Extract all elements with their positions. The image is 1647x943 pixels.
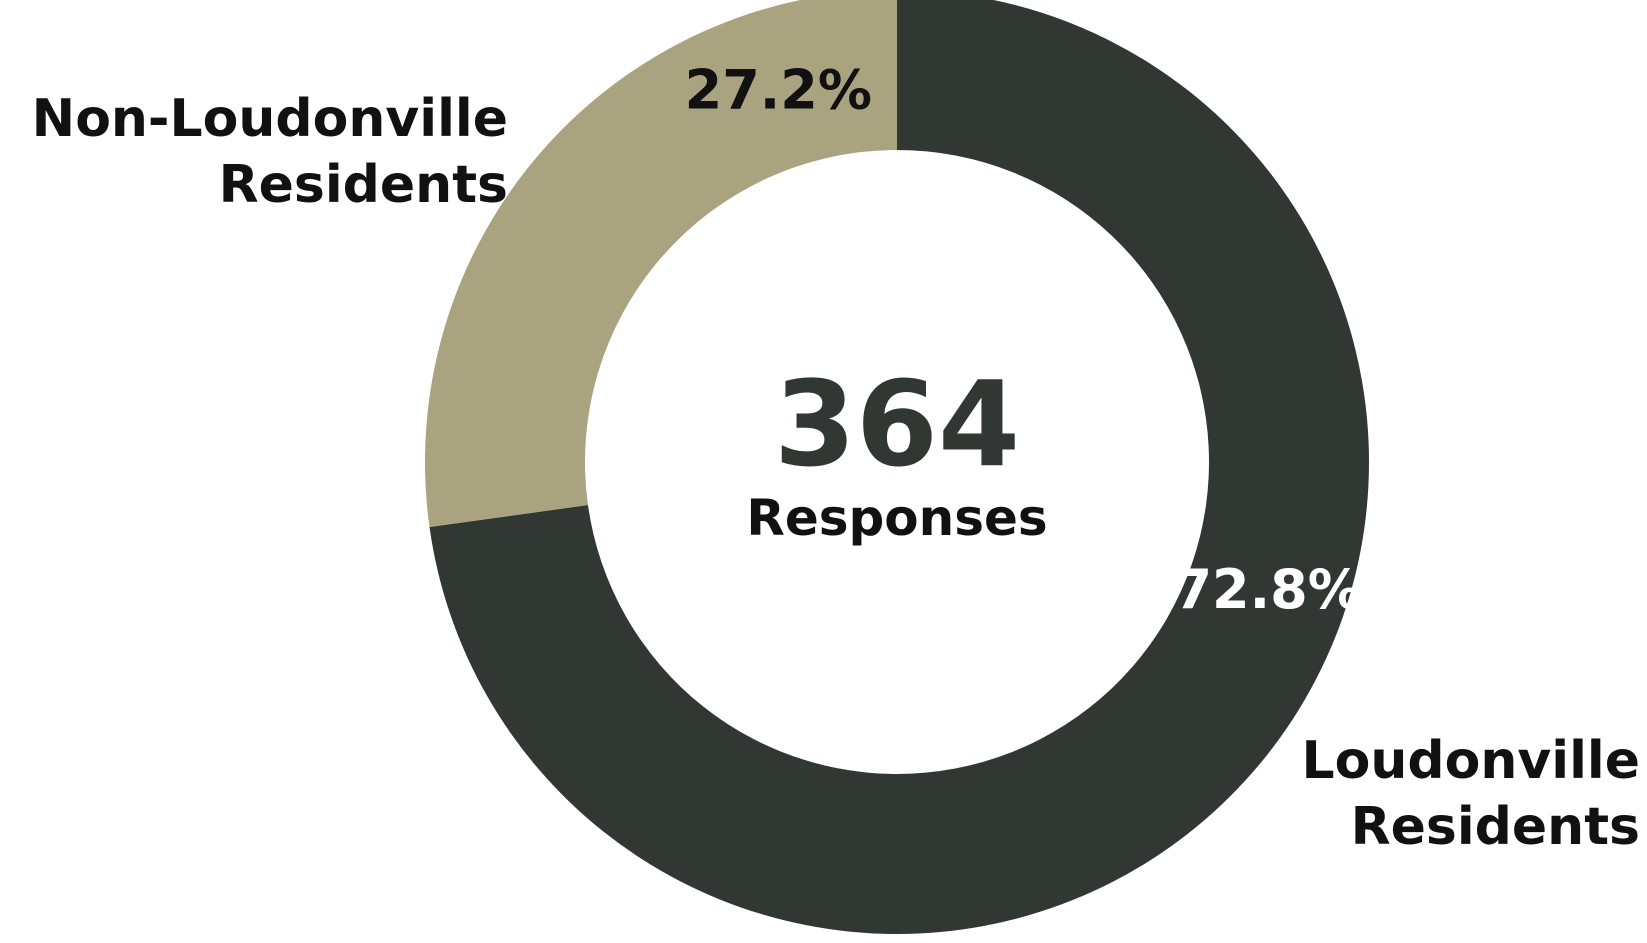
slice-name-label-0-line-0: Loudonville (1302, 731, 1640, 791)
donut-slices (425, 0, 1369, 934)
slice-value-label-0: 72.8% (1174, 558, 1361, 621)
center-total-value: 364 (774, 355, 1020, 493)
slice-name-label-1-line-0: Non-Loudonville (32, 89, 508, 149)
center-total-label: Responses (746, 489, 1047, 547)
donut-slice-0 (429, 0, 1369, 934)
slice-name-label-1-line-1: Residents (219, 155, 508, 215)
slice-name-labels: LoudonvilleResidentsNon-LoudonvilleResid… (32, 89, 1640, 857)
donut-slice-1 (425, 0, 897, 528)
slice-name-label-0-line-1: Residents (1351, 797, 1640, 857)
slice-value-label-1: 27.2% (685, 58, 872, 121)
slice-value-labels: 72.8% 27.2% (685, 58, 1362, 621)
